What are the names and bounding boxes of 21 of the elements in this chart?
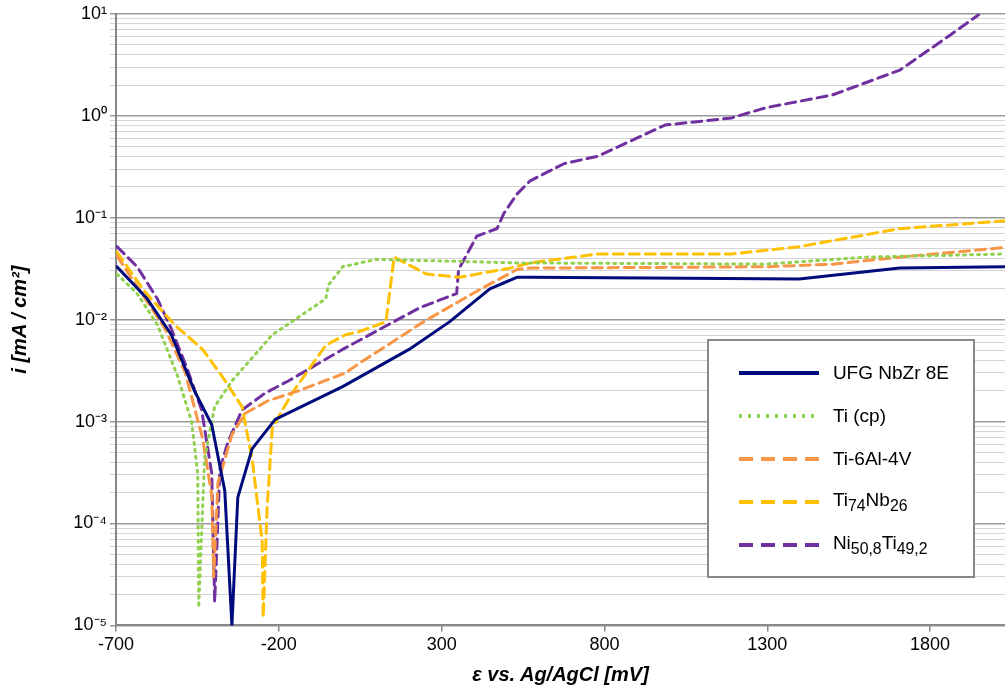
x-tick-label: 1800	[910, 634, 951, 655]
y-tick-label: 10⁻¹	[74, 206, 108, 227]
legend-label: Ti (cp)	[832, 404, 886, 427]
legend-label: Ti$_{74}$Nb$_{26}$	[832, 488, 908, 515]
legend-label: UFG NbZr 8E	[832, 361, 949, 384]
y-tick-label: 10⁻⁴	[73, 512, 107, 533]
x-tick-label: 800	[589, 634, 620, 655]
legend-label: Ni$_{50,8}$Ti$_{49,2}$	[832, 531, 928, 558]
x-tick-label: -200	[260, 634, 297, 655]
x-tick-label: -700	[97, 634, 135, 655]
line-series	[116, 13, 981, 604]
x-tick-label: 300	[426, 634, 457, 655]
y-tick-label: 10⁻³	[74, 410, 108, 431]
y-tick-label: 10⁰	[80, 104, 107, 125]
y-tick-label: 10⁻²	[74, 308, 108, 329]
legend-label: Ti-6Al-4V	[832, 447, 912, 470]
y-tick-label: 10¹	[80, 2, 108, 23]
y-axis-title: i [mA / cm²]	[7, 264, 30, 374]
x-axis-title: ε vs. Ag/AgCl [mV]	[472, 662, 651, 685]
x-tick-label: 1300	[747, 634, 788, 655]
y-tick-label: 10⁻⁵	[73, 614, 107, 635]
